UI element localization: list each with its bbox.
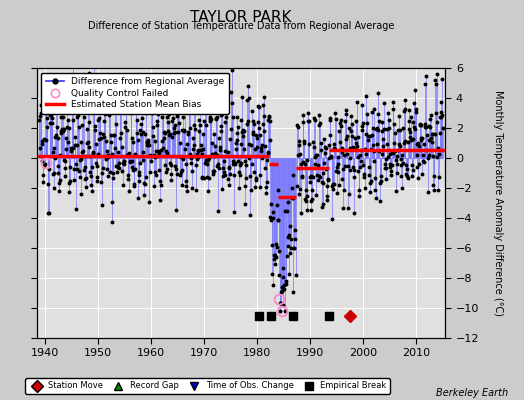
Text: Berkeley Earth: Berkeley Earth (436, 388, 508, 398)
Text: TAYLOR PARK: TAYLOR PARK (190, 10, 292, 25)
Legend: Station Move, Record Gap, Time of Obs. Change, Empirical Break: Station Move, Record Gap, Time of Obs. C… (25, 378, 390, 394)
Y-axis label: Monthly Temperature Anomaly Difference (°C): Monthly Temperature Anomaly Difference (… (493, 90, 503, 316)
Legend: Difference from Regional Average, Quality Control Failed, Estimated Station Mean: Difference from Regional Average, Qualit… (41, 72, 229, 114)
Text: Difference of Station Temperature Data from Regional Average: Difference of Station Temperature Data f… (88, 21, 394, 31)
